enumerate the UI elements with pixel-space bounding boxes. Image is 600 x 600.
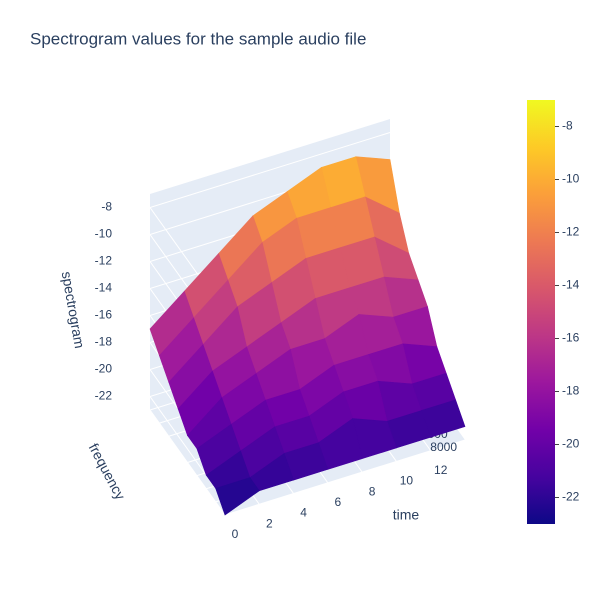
x-tick-label: 2 [266, 516, 273, 530]
x-tick-label: 12 [434, 463, 448, 477]
colorbar-tick-label: -16 [562, 331, 580, 345]
y-grid-line [224, 439, 466, 516]
z-tick-label: -14 [95, 281, 113, 295]
chart-title: Spectrogram values for the sample audio … [30, 29, 366, 48]
z-tick-label: -20 [95, 362, 113, 376]
x-tick-label: 4 [300, 506, 307, 520]
colorbar-tick-label: -18 [562, 384, 580, 398]
y-tick-label: 8000 [430, 440, 457, 454]
x-tick-label: 6 [335, 495, 342, 509]
z-tick-label: -12 [95, 254, 113, 268]
x-tick-label: 0 [232, 527, 239, 541]
colorbar [527, 100, 555, 524]
colorbar-tick-label: -10 [562, 172, 580, 186]
x-axis-title: time [393, 507, 420, 523]
x-tick-label: 10 [400, 474, 414, 488]
colorbar-tick-label: -20 [562, 437, 580, 451]
z-tick-label: -8 [101, 200, 112, 214]
colorbar-tick-label: -12 [562, 225, 580, 239]
z-tick-label: -16 [95, 308, 113, 322]
z-axis-title: spectrogram [59, 270, 88, 349]
colorbar-tick-label: -8 [562, 119, 573, 133]
y-axis-title: frequency [86, 440, 129, 502]
surface-patch [215, 477, 260, 516]
z-tick-label: -10 [95, 227, 113, 241]
colorbar-tick-label: -22 [562, 490, 580, 504]
z-tick-label: -18 [95, 335, 113, 349]
x-tick-label: 8 [369, 484, 376, 498]
z-tick-label: -22 [95, 389, 113, 403]
colorbar-tick-label: -14 [562, 278, 580, 292]
